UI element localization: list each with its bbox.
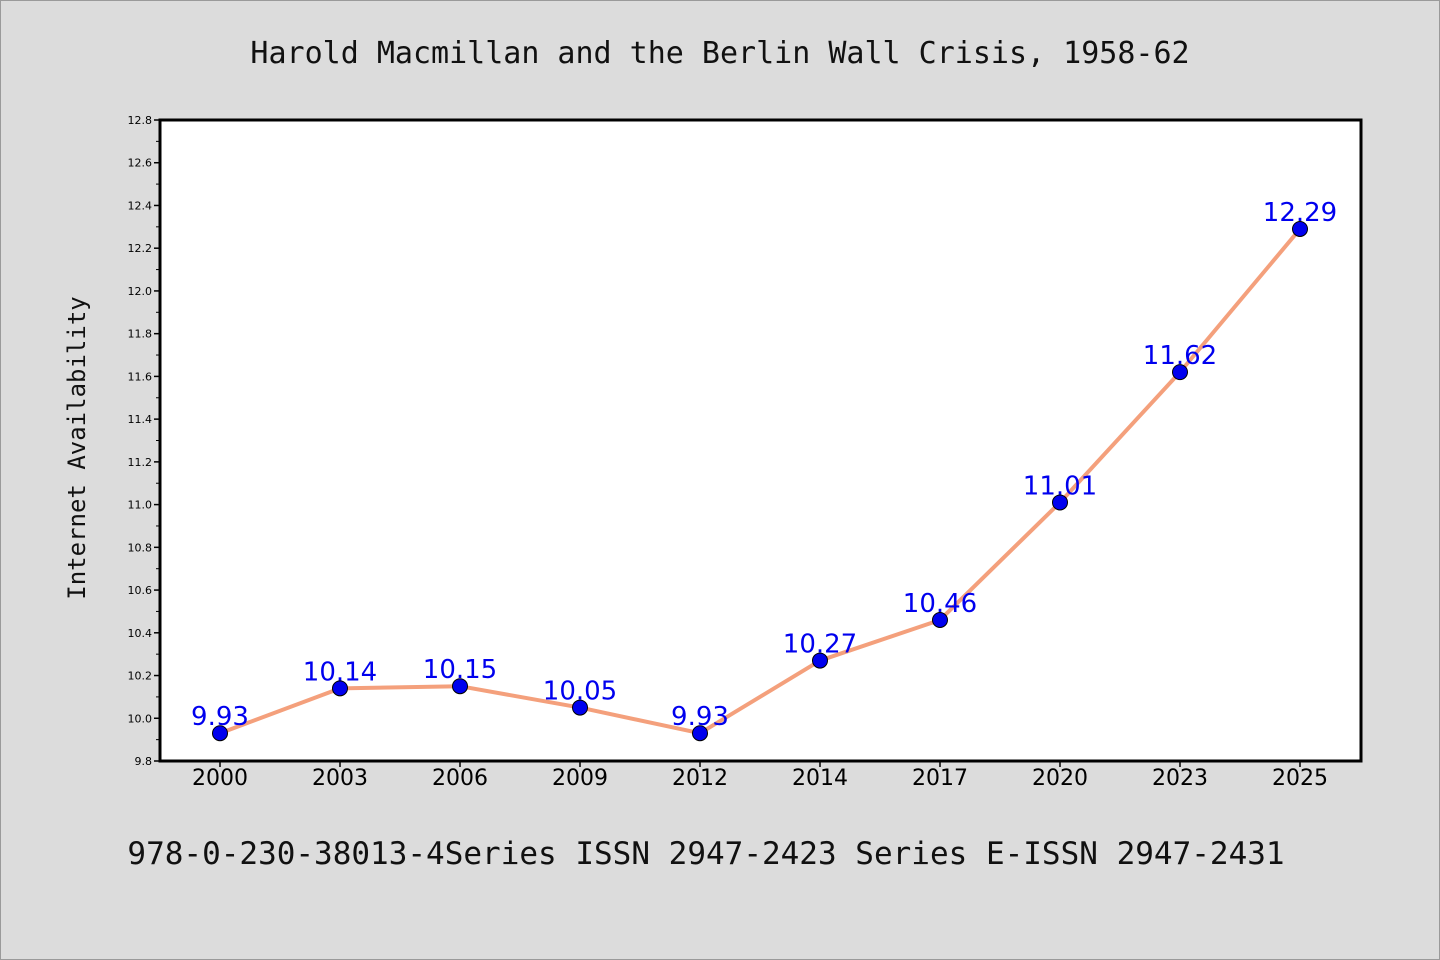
x-tick-label: 2020 [1032,766,1088,791]
x-tick-label: 2003 [312,766,368,791]
y-tick-label: 12.8 [128,114,153,127]
data-point [572,699,588,716]
plot-area [158,118,1363,763]
y-tick-label: 11.8 [128,328,153,341]
data-label: 12.29 [1263,198,1337,228]
data-label: 10.46 [903,589,977,619]
x-tick-label: 2014 [792,766,848,791]
y-tick-label: 10.4 [128,627,153,640]
y-tick-label: 12.6 [128,157,153,170]
chart-title: Harold Macmillan and the Berlin Wall Cri… [250,36,1189,71]
x-tick-label: 2012 [672,766,728,791]
x-tick-label: 2000 [192,766,248,791]
x-tick-label: 2009 [552,766,608,791]
y-tick-label: 10.8 [128,541,153,554]
data-label: 10.05 [543,677,617,707]
series-line [218,226,1302,736]
y-tick-label: 12.4 [128,199,153,212]
x-tick-label: 2025 [1272,766,1328,791]
data-label: 10.15 [423,655,497,685]
y-tick-label: 11.0 [128,499,153,512]
data-label: 11.01 [1023,471,1097,501]
data-label: 10.14 [303,657,377,687]
data-point [692,725,708,742]
y-tick-label: 10.2 [128,670,153,683]
data-point [1292,220,1308,237]
y-tick-label: 9.8 [135,755,153,768]
x-tick-label: 2006 [432,766,488,791]
y-axis: 9.8 10.0 10.2 10.4 10.6 10.8 11.0 11.2 11.4 11.6 1… [128,114,160,768]
data-label: 10.27 [783,630,857,660]
data-label: 9.93 [671,702,729,732]
y-tick-label: 10.0 [128,712,153,725]
y-tick-label: 11.4 [128,413,153,426]
caption: 978-0-230-38013-4Series ISSN 2947-2423 S… [127,836,1284,872]
y-tick-label: 11.2 [128,456,153,469]
data-point [812,652,828,669]
y-tick-label: 11.6 [128,370,153,383]
y-axis-label: Internet Availability [63,296,91,599]
data-label: 9.93 [191,702,249,732]
x-axis: 2000 2003 2006 2009 2012 2014 2017 2020 2023 2025 [192,761,1328,791]
data-point [452,678,468,695]
data-label: 11.62 [1143,341,1217,371]
data-point [932,611,948,628]
data-point [1052,494,1068,511]
data-point [1172,364,1188,381]
x-tick-label: 2023 [1152,766,1208,791]
data-point [212,725,228,742]
x-tick-label: 2017 [912,766,968,791]
series-layer: 9.93 10.14 10.15 10.05 9.93 10.27 10.46 11.01 11… [191,198,1337,742]
y-tick-label: 12.0 [128,285,153,298]
y-tick-label: 10.6 [128,584,153,597]
data-point [332,680,348,697]
y-tick-label: 12.2 [128,242,153,255]
